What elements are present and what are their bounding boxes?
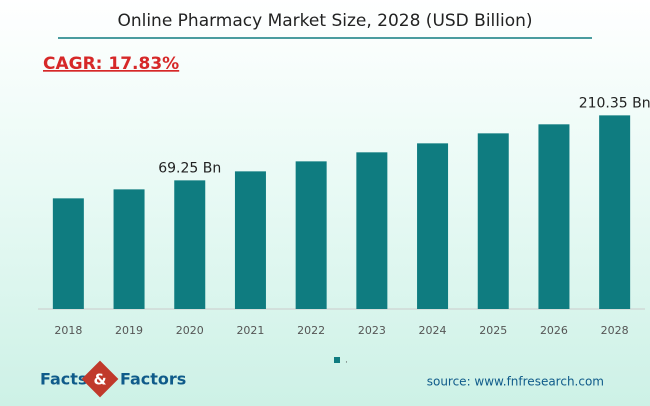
- logo-diamond: [81, 360, 119, 398]
- chart-title: Online Pharmacy Market Size, 2028 (USD B…: [117, 11, 532, 31]
- legend-label: .: [345, 356, 348, 366]
- bar: [52, 198, 84, 309]
- bar: [113, 189, 145, 309]
- legend-marker: [334, 357, 340, 363]
- x-tick-label: 2019: [115, 324, 143, 337]
- bar: [538, 124, 570, 310]
- value-label: 210.35 Bn: [579, 95, 650, 111]
- x-tick-label: 2026: [540, 324, 568, 337]
- x-tick-label: 2023: [358, 324, 386, 337]
- logo-right: Factors: [120, 370, 186, 389]
- x-tick-label: 2020: [176, 324, 204, 337]
- value-label: 69.25 Bn: [158, 160, 221, 176]
- x-tick-label: 2018: [54, 324, 82, 337]
- bar: [174, 180, 206, 309]
- logo: Facts & Factors: [40, 360, 186, 398]
- cagr-annotation: CAGR: 17.83%: [43, 54, 179, 74]
- bar: [477, 133, 509, 309]
- bar: [356, 152, 388, 309]
- bar: [599, 115, 631, 309]
- source: source: www.fnfresearch.com: [427, 375, 604, 389]
- bar: [234, 171, 266, 309]
- x-tick-label: 2025: [479, 324, 507, 337]
- x-tick-label: 2022: [297, 324, 325, 337]
- plot: 2018 2019 2020 2021 2022 2023 2024 2025 2026 2028…: [52, 95, 650, 366]
- bar: [295, 161, 327, 309]
- logo-mid: &: [93, 371, 106, 389]
- bar: [417, 143, 449, 309]
- x-tick-label: 2021: [236, 324, 264, 337]
- logo-left: Facts: [40, 370, 87, 389]
- x-tick-label: 2028: [601, 324, 629, 337]
- x-tick-label: 2024: [419, 324, 447, 337]
